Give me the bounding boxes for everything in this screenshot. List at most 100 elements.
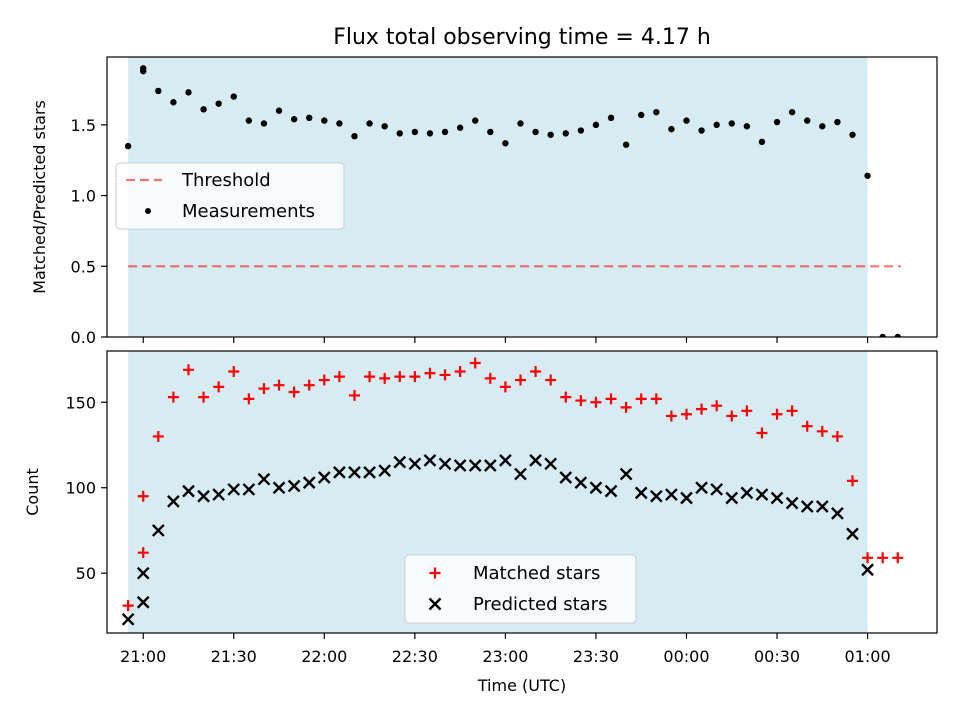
matched-stars-point (635, 393, 647, 405)
x-axis-label: Time (UTC) (477, 676, 566, 695)
measurement-point (502, 140, 509, 147)
xtick-label: 21:00 (120, 647, 166, 666)
predicted-stars-point (649, 489, 663, 503)
matched-stars-point (454, 366, 466, 378)
measurement-point (879, 333, 886, 337)
predicted-stars-point (499, 454, 512, 467)
matched-stars-point (379, 372, 391, 384)
measurement-point (743, 123, 751, 130)
measurement-point (185, 89, 192, 96)
predicted-stars-point (182, 484, 195, 498)
predicted-stars-point (212, 488, 226, 501)
matched-stars-point (696, 403, 708, 415)
predicted-stars-point (348, 465, 361, 479)
legend-threshold-label: Threshold (181, 170, 271, 191)
measurement-point (456, 124, 464, 131)
matched-stars-point (620, 401, 632, 413)
measurement-point (366, 120, 373, 127)
matched-stars-point (288, 386, 300, 398)
predicted-stars-point (725, 491, 739, 505)
measurement-point (607, 114, 615, 122)
measurement-point (441, 128, 449, 136)
predicted-stars-point (740, 486, 754, 500)
predicted-stars-point (680, 491, 693, 505)
predicted-stars-point (393, 455, 407, 469)
top-ytick-label: 1.5 (71, 116, 96, 135)
measurement-point (698, 127, 705, 134)
measurement-point (592, 121, 600, 129)
legend-measurements-swatch (145, 208, 151, 214)
predicted-stars-point (333, 465, 346, 479)
top-panel: 0.0 0.5 1.0 1.5 Matched/Predicted stars Thres… (30, 56, 938, 347)
legend-measurements-label: Measurements (182, 201, 315, 222)
xtick-label: 23:30 (573, 647, 619, 666)
measurement-point (758, 138, 766, 146)
measurement-point (864, 172, 871, 179)
matched-stars-point (484, 372, 496, 384)
matched-stars-point (364, 371, 376, 383)
matched-stars-point (575, 395, 587, 407)
predicted-stars-point (468, 459, 482, 472)
predicted-stars-point (121, 612, 135, 626)
measurement-point (155, 87, 162, 95)
predicted-stars-point (559, 471, 573, 484)
matched-stars-point (711, 400, 723, 412)
matched-stars-point (545, 374, 557, 386)
matched-stars-point (862, 552, 874, 564)
measurement-point (532, 128, 539, 136)
matched-stars-point (892, 552, 904, 564)
predicted-stars-point (302, 476, 316, 489)
top-plot-area (124, 65, 901, 337)
matched-stars-point (590, 396, 602, 408)
measurement-point (426, 130, 434, 137)
measurement-point (124, 142, 132, 150)
xtick-label: 22:00 (301, 647, 347, 666)
predicted-stars-point (544, 457, 558, 471)
top-legend-box (115, 162, 345, 230)
matched-stars-point (122, 600, 134, 612)
measurement-point (517, 120, 524, 127)
series-predicted-stars (121, 454, 874, 626)
predicted-stars-point (846, 527, 859, 541)
matched-stars-point (439, 369, 451, 381)
matched-stars-point (530, 366, 542, 378)
matched-stars-point (198, 391, 210, 403)
measurement-point (668, 125, 675, 133)
bottom-panel: 50 100 150 21:00 21:30 22:00 22:30 23:00 23:30 00… (23, 350, 938, 666)
bottom-plot-area (121, 357, 904, 626)
measurement-point (728, 120, 735, 127)
measurement-point (547, 131, 554, 138)
legend-predicted-swatch (428, 597, 442, 611)
matched-stars-point (303, 379, 315, 391)
matched-stars-point (786, 405, 798, 417)
predicted-stars-point (619, 467, 633, 481)
matched-stars-point (726, 410, 738, 422)
measurement-point (396, 130, 403, 137)
matched-stars-point (650, 393, 662, 405)
top-axes-frame (106, 56, 938, 338)
predicted-stars-point (378, 464, 392, 477)
measurement-point (260, 120, 268, 127)
xtick-label: 22:30 (392, 647, 438, 666)
predicted-stars-point (136, 566, 150, 580)
matched-stars-point (499, 381, 511, 393)
measurement-point (140, 65, 147, 72)
predicted-stars-point (604, 484, 618, 498)
measurement-point (381, 123, 388, 130)
matched-stars-point (877, 552, 889, 564)
legend-predicted-label: Predicted stars (473, 594, 607, 615)
predicted-stars-point (272, 481, 286, 495)
measurement-point (638, 111, 645, 119)
matched-stars-point (167, 391, 179, 403)
matched-stars-point (741, 405, 753, 417)
predicted-stars-point (800, 500, 814, 513)
measurement-point (230, 93, 237, 100)
predicted-stars-point (589, 481, 603, 495)
predicted-stars-point (167, 495, 180, 508)
measurement-point (622, 141, 630, 148)
matched-stars-point (665, 410, 677, 422)
top-ytick-label: 0.0 (71, 328, 96, 347)
matched-stars-point (258, 383, 270, 395)
xtick-label: 00:30 (754, 647, 800, 666)
